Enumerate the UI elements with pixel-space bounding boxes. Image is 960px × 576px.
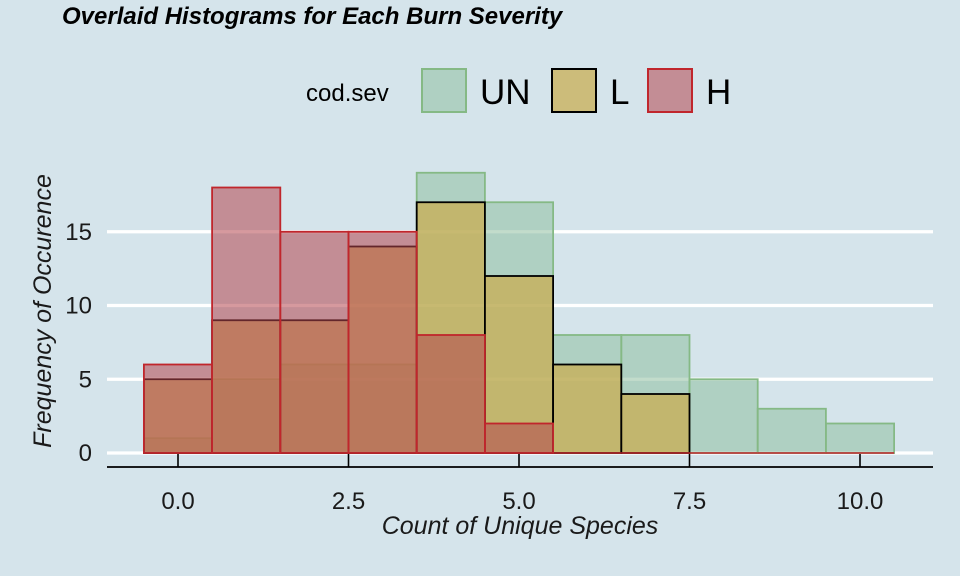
y-tick-label-0: 0 (79, 440, 92, 467)
legend-label-H: H (706, 73, 731, 112)
x-tick-label-2: 5.0 (502, 488, 535, 515)
axes: 0.0 2.5 5.0 7.5 10.0 0 5 10 15 (65, 219, 933, 515)
y-tick-label-3: 15 (65, 219, 92, 246)
legend-swatch-L (551, 68, 597, 113)
x-tick-label-0: 0.0 (161, 488, 194, 515)
legend: cod.sev UN L H (306, 68, 731, 113)
bar-H-0 (142, 363, 213, 454)
legend-label-UN: UN (480, 73, 531, 112)
bar-UN-8 (688, 378, 759, 454)
y-tick-label-1: 5 (79, 366, 92, 393)
bar-H-5 (483, 422, 554, 454)
chart-title: Overlaid Histograms for Each Burn Severi… (62, 3, 564, 30)
x-tick-label-3: 7.5 (673, 488, 706, 515)
y-tick-label-2: 10 (65, 293, 92, 320)
legend-swatch-UN (421, 68, 467, 113)
bar-L-7 (620, 393, 691, 454)
y-axis-title: Frequency of Occurence (29, 174, 57, 448)
legend-title: cod.sev (306, 80, 389, 107)
bar-H-4 (415, 334, 486, 454)
bar-H-1 (211, 186, 282, 454)
x-tick-label-4: 10.0 (837, 488, 884, 515)
x-tick-label-1: 2.5 (332, 488, 365, 515)
bar-L-6 (552, 363, 623, 454)
legend-swatch-H (647, 68, 693, 113)
bar-UN-10 (825, 422, 896, 454)
histogram-bars (142, 171, 896, 454)
bar-UN-9 (756, 407, 827, 454)
series-H (142, 186, 895, 454)
legend-label-L: L (610, 73, 629, 112)
bar-H-2 (279, 230, 350, 454)
x-axis-title: Count of Unique Species (382, 512, 659, 540)
bar-H-3 (347, 230, 418, 454)
